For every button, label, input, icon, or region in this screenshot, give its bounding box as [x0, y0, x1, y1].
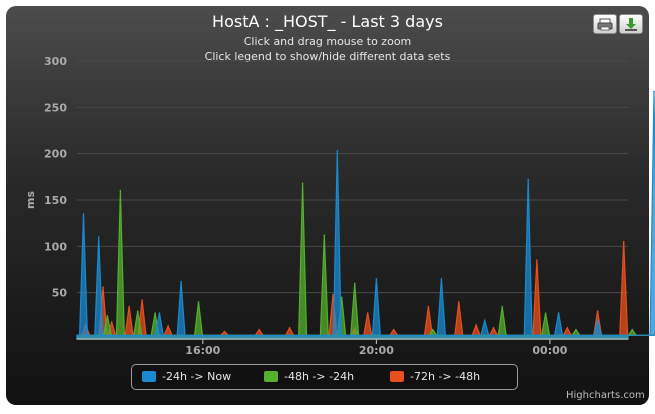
- printer-icon: [597, 18, 613, 31]
- chart-subtitle-line-1: Click and drag mouse to zoom: [243, 35, 412, 48]
- chart-title: HostA : _HOST_ - Last 3 days: [212, 12, 443, 31]
- data-point: [653, 90, 655, 93]
- download-icon: [625, 18, 637, 31]
- data-point: [427, 305, 430, 308]
- data-point: [136, 310, 139, 313]
- x-tick-label: 16:00: [185, 344, 220, 357]
- series-area-1: [76, 183, 655, 340]
- x-tick-label: 00:00: [532, 344, 567, 357]
- data-point: [631, 328, 634, 331]
- export-button[interactable]: [619, 14, 643, 34]
- data-point: [258, 328, 261, 331]
- data-point: [119, 189, 122, 192]
- x-tick-label: 20:00: [359, 344, 394, 357]
- data-point: [158, 312, 161, 314]
- data-point: [458, 301, 460, 303]
- data-point: [141, 299, 143, 301]
- data-point: [97, 236, 100, 238]
- data-point: [167, 325, 169, 327]
- data-point: [180, 280, 182, 283]
- data-point: [566, 327, 569, 329]
- data-point: [332, 293, 334, 296]
- data-point: [492, 327, 495, 329]
- legend-label-24h: -24h -> Now: [162, 370, 232, 383]
- data-point: [323, 234, 326, 236]
- y-tick-label: 100: [44, 240, 67, 253]
- data-point: [440, 278, 443, 280]
- data-point: [82, 213, 85, 215]
- y-tick-label: 300: [44, 55, 67, 68]
- data-point: [102, 286, 104, 288]
- data-point: [197, 301, 200, 303]
- y-axis-title: ms: [24, 191, 37, 209]
- data-point: [557, 312, 560, 314]
- legend-swatch-48h: [264, 371, 278, 382]
- y-tick-label: 50: [52, 287, 68, 300]
- legend-label-72h: -72h -> -48h: [410, 370, 481, 383]
- data-point: [536, 259, 538, 262]
- data-point: [596, 310, 599, 313]
- y-tick-label: 150: [44, 194, 67, 207]
- data-point: [432, 328, 434, 331]
- data-point: [475, 324, 477, 326]
- data-point: [392, 328, 395, 331]
- data-point: [353, 282, 356, 285]
- data-point: [527, 178, 529, 181]
- data-point: [575, 328, 577, 331]
- legend: -24h -> Now -48h -> -24h -72h -> -48h: [131, 364, 518, 390]
- legend-label-48h: -48h -> -24h: [284, 370, 355, 383]
- data-point: [501, 305, 504, 308]
- credits-link[interactable]: Highcharts.com: [566, 390, 645, 401]
- data-point: [544, 312, 547, 314]
- series-area-2: [76, 241, 655, 340]
- data-point: [288, 327, 291, 329]
- data-point: [106, 315, 109, 317]
- data-point: [484, 319, 486, 322]
- data-point: [301, 182, 304, 185]
- series-area-0: [76, 91, 655, 340]
- legend-swatch-72h: [390, 371, 404, 382]
- data-point: [596, 319, 599, 322]
- data-point: [340, 296, 343, 299]
- data-point: [366, 312, 369, 314]
- print-button[interactable]: [593, 14, 617, 34]
- data-point: [622, 240, 625, 243]
- legend-swatch-24h: [142, 371, 156, 382]
- data-point: [223, 330, 226, 333]
- data-point: [336, 150, 339, 152]
- data-point: [375, 278, 378, 280]
- data-point: [128, 305, 130, 308]
- data-point: [110, 321, 113, 324]
- y-tick-label: 250: [44, 101, 67, 114]
- data-point: [154, 312, 156, 314]
- chart-subtitle-line-2: Click legend to show/hide different data…: [204, 50, 451, 63]
- y-tick-label: 200: [44, 148, 67, 161]
